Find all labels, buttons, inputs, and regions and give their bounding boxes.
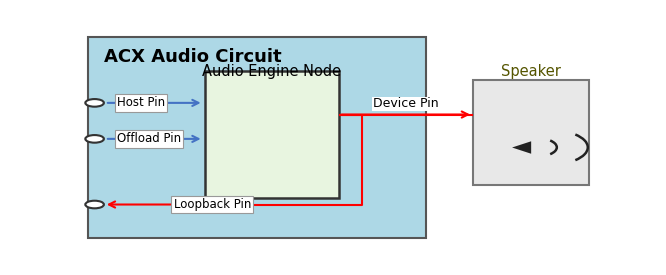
Text: Speaker: Speaker — [501, 64, 561, 79]
Circle shape — [85, 99, 104, 107]
Text: ◄: ◄ — [511, 135, 531, 159]
Text: ACX Audio Circuit: ACX Audio Circuit — [104, 48, 282, 66]
Text: Offload Pin: Offload Pin — [117, 132, 181, 145]
Bar — [204, 71, 339, 198]
Text: Host Pin: Host Pin — [117, 96, 165, 109]
Bar — [473, 79, 589, 185]
Bar — [89, 37, 426, 238]
Circle shape — [85, 135, 104, 143]
Text: Audio Engine Node: Audio Engine Node — [202, 64, 341, 79]
Text: Device Pin: Device Pin — [373, 97, 439, 110]
Circle shape — [85, 201, 104, 208]
Text: Loopback Pin: Loopback Pin — [174, 198, 251, 211]
